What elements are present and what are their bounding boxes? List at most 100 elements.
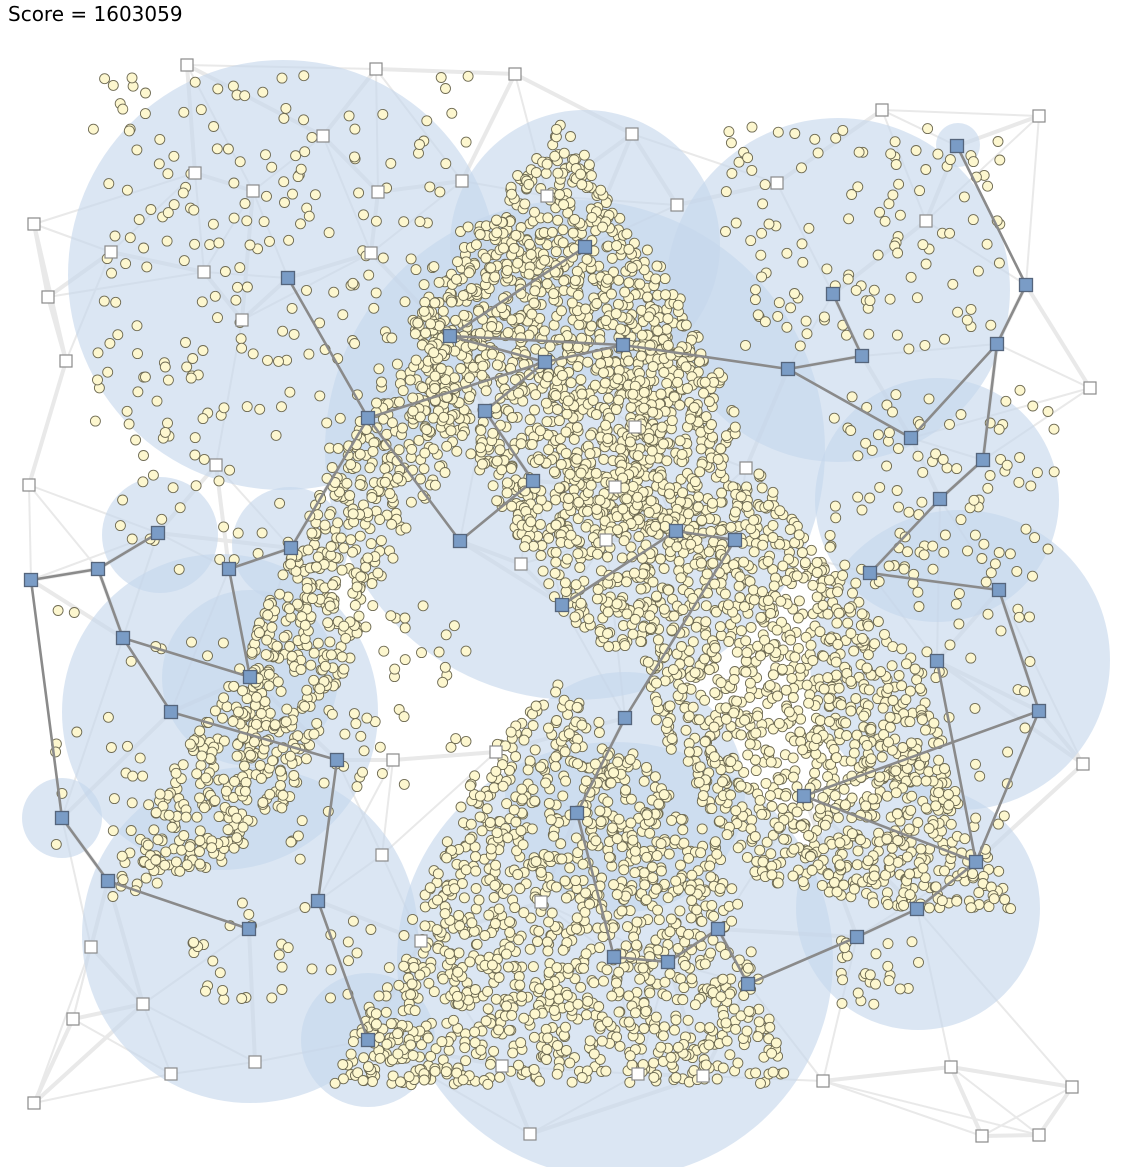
customer-point bbox=[410, 354, 422, 366]
customer-point bbox=[451, 445, 463, 457]
customer-point bbox=[655, 838, 667, 850]
customer-point bbox=[699, 653, 711, 665]
customer-point bbox=[576, 388, 588, 400]
customer-point bbox=[515, 332, 527, 344]
customer-point bbox=[464, 833, 476, 845]
customer-point bbox=[553, 482, 565, 494]
customer-point bbox=[811, 567, 823, 578]
customer-point bbox=[811, 557, 823, 568]
customer-point bbox=[275, 685, 287, 697]
customer-point bbox=[505, 463, 517, 474]
customer-point bbox=[381, 1038, 393, 1050]
customer-point bbox=[674, 905, 686, 917]
customer-point bbox=[506, 314, 518, 326]
customer-point bbox=[856, 608, 868, 620]
customer-point bbox=[486, 959, 498, 971]
mesh-edge bbox=[981, 1086, 1073, 1137]
customer-point bbox=[830, 656, 842, 668]
customer-point bbox=[865, 723, 877, 735]
customer-point bbox=[420, 327, 432, 339]
customer-point bbox=[777, 560, 789, 572]
customer-point bbox=[766, 869, 778, 881]
customer-point bbox=[700, 1059, 712, 1071]
customer-point bbox=[600, 419, 612, 431]
customer-point bbox=[491, 827, 503, 839]
customer-point bbox=[551, 962, 563, 974]
customer-point bbox=[833, 682, 845, 694]
customer-point bbox=[516, 783, 528, 795]
customer-point bbox=[386, 518, 398, 530]
customer-point bbox=[543, 722, 554, 734]
customer-point bbox=[658, 438, 669, 450]
customer-point bbox=[707, 497, 718, 509]
customer-point bbox=[485, 1058, 496, 1070]
customer-point bbox=[405, 1039, 417, 1051]
customer-point bbox=[658, 789, 670, 801]
customer-point bbox=[336, 651, 348, 663]
customer-point bbox=[664, 926, 676, 938]
customer-point bbox=[527, 783, 539, 795]
customer-point bbox=[341, 477, 353, 489]
customer-point bbox=[635, 350, 647, 362]
customer-point bbox=[797, 876, 809, 888]
customer-point bbox=[576, 719, 588, 731]
customer-point bbox=[695, 847, 707, 859]
customer-point bbox=[565, 377, 577, 389]
customer-point bbox=[264, 707, 276, 719]
customer-point bbox=[180, 811, 192, 823]
customer-point bbox=[263, 599, 274, 611]
customer-point bbox=[387, 552, 399, 564]
customer-point bbox=[875, 666, 887, 678]
customer-point bbox=[467, 361, 479, 373]
customer-point bbox=[362, 1061, 374, 1073]
customer-point bbox=[151, 877, 163, 889]
customer-point bbox=[200, 772, 212, 784]
customer-point bbox=[345, 1048, 357, 1060]
customer-point bbox=[312, 637, 324, 649]
customer-point bbox=[365, 538, 377, 550]
customer-point bbox=[892, 856, 904, 868]
customer-point bbox=[694, 356, 705, 368]
customer-point bbox=[575, 467, 587, 479]
customer-point bbox=[441, 852, 453, 864]
customer-point bbox=[904, 716, 916, 728]
customer-point bbox=[838, 783, 850, 795]
customer-point bbox=[486, 348, 498, 360]
customer-point bbox=[453, 947, 465, 959]
customer-point bbox=[720, 1017, 732, 1029]
customer-point bbox=[529, 1008, 541, 1020]
customer-point bbox=[725, 789, 737, 801]
customer-point bbox=[742, 962, 754, 974]
customer-point bbox=[374, 1052, 386, 1064]
mesh-edge bbox=[391, 750, 498, 762]
customer-point bbox=[379, 463, 391, 475]
customer-point bbox=[669, 1024, 680, 1036]
customer-point bbox=[464, 391, 476, 403]
customer-point bbox=[569, 213, 581, 225]
customer-point bbox=[351, 581, 363, 593]
customer-point bbox=[493, 1024, 505, 1036]
customer-point bbox=[683, 746, 695, 758]
customer-point bbox=[319, 660, 331, 672]
customer-point bbox=[730, 1023, 742, 1035]
customer-point bbox=[748, 594, 760, 606]
customer-point bbox=[855, 834, 866, 846]
customer-point bbox=[513, 1059, 524, 1071]
customer-point bbox=[506, 188, 518, 200]
customer-point bbox=[541, 158, 553, 170]
mesh-edge bbox=[46, 295, 68, 363]
customer-point bbox=[645, 495, 657, 507]
customer-point bbox=[409, 1005, 421, 1017]
customer-point bbox=[393, 979, 405, 991]
customer-point bbox=[708, 910, 720, 922]
customer-point bbox=[590, 835, 602, 847]
customer-point bbox=[613, 1006, 625, 1018]
customer-point bbox=[431, 924, 443, 936]
customer-point bbox=[661, 455, 673, 467]
customer-point bbox=[449, 883, 460, 895]
mesh-edge bbox=[28, 484, 99, 570]
customer-point bbox=[594, 494, 606, 506]
customer-point bbox=[823, 693, 835, 705]
customer-point bbox=[501, 265, 513, 276]
customer-point bbox=[237, 821, 249, 833]
